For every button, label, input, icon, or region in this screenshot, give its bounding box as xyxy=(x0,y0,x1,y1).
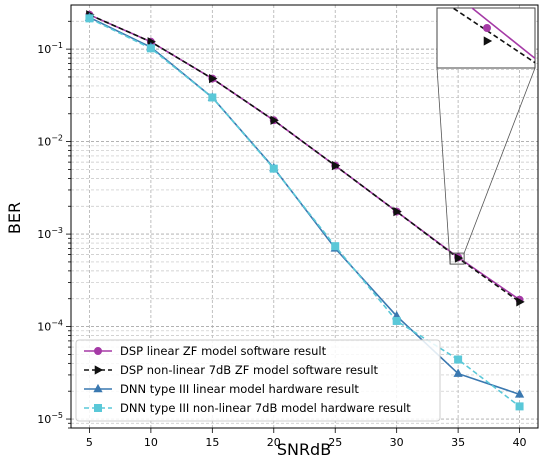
data-point xyxy=(85,14,94,23)
x-tick-label: 40 xyxy=(513,436,527,449)
data-point xyxy=(516,297,525,307)
y-tick-label: 10−2 xyxy=(37,134,63,149)
x-axis-label: SNRdB xyxy=(277,440,331,459)
x-tick-label: 15 xyxy=(205,436,219,449)
x-tick-label: 35 xyxy=(451,436,465,449)
legend-marker xyxy=(94,346,103,355)
x-tick-label: 10 xyxy=(144,436,158,449)
data-point xyxy=(208,93,217,102)
x-tick-label: 25 xyxy=(328,436,342,449)
y-axis-label: BER xyxy=(5,202,24,234)
legend-label: DNN type III non-linear 7dB model hardwa… xyxy=(120,401,411,415)
series-line xyxy=(89,14,521,303)
x-tick-label: 30 xyxy=(390,436,404,449)
legend-box xyxy=(75,339,441,422)
data-point xyxy=(331,242,340,251)
legend-label: DSP linear ZF model software result xyxy=(120,344,327,358)
inset-data-point xyxy=(483,36,493,46)
data-point xyxy=(393,206,402,217)
y-tick-label: 10−1 xyxy=(37,41,63,56)
inset-connector xyxy=(463,67,536,254)
data-point xyxy=(269,164,278,173)
data-point xyxy=(146,44,155,53)
legend-marker xyxy=(94,365,104,375)
data-point xyxy=(331,160,341,171)
x-tick-label: 20 xyxy=(267,436,281,449)
series-line xyxy=(89,17,521,408)
y-tick-label: 10−3 xyxy=(37,226,63,241)
inset-series-line xyxy=(451,8,535,64)
legend-label: DNN type III linear model hardware resul… xyxy=(120,382,359,396)
data-point xyxy=(270,115,279,125)
data-point xyxy=(454,355,463,364)
data-point xyxy=(514,389,525,398)
inset-content xyxy=(451,8,535,64)
data-point xyxy=(515,402,524,411)
inset-data-point xyxy=(482,23,491,32)
legend-label: DSP non-linear 7dB ZF model software res… xyxy=(120,363,379,377)
data-point xyxy=(453,368,463,377)
y-tick-label: 10−4 xyxy=(37,319,63,334)
data-point xyxy=(209,73,218,84)
data-point xyxy=(454,253,464,263)
inset-series-line xyxy=(470,8,535,60)
legend-marker xyxy=(94,403,103,412)
legend-marker xyxy=(93,383,103,393)
x-tick-label: 5 xyxy=(86,436,93,449)
inset-connector xyxy=(436,67,451,265)
y-tick-label: 10−5 xyxy=(37,411,63,426)
plot-frame xyxy=(70,4,539,429)
data-point xyxy=(392,316,401,325)
zoom-region-box xyxy=(449,252,465,265)
